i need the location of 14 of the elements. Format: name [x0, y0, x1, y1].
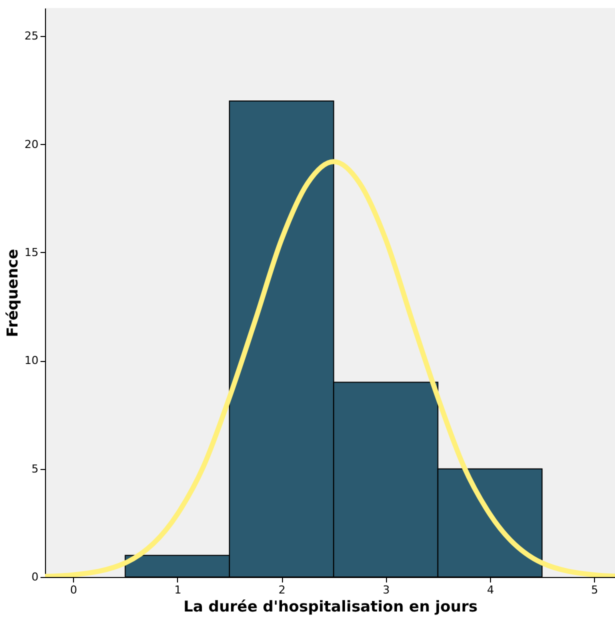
x-tick-label: 3 [382, 584, 390, 596]
y-tick-label: 15 [24, 246, 38, 259]
x-tick-label: 2 [278, 584, 286, 596]
y-tick-label: 0 [32, 570, 38, 584]
y-axis-title: Fréquence [4, 248, 22, 338]
x-tick-label: 1 [174, 584, 182, 596]
x-axis-title: La durée d'hospitalisation en jours [183, 598, 478, 616]
x-tick-label: 5 [591, 584, 598, 596]
y-tick-label: 5 [32, 462, 38, 476]
y-tick-label: 10 [24, 354, 38, 368]
y-tick-label: 25 [24, 30, 38, 43]
x-tick-label: 0 [70, 584, 78, 596]
x-tick-label: 4 [486, 584, 494, 596]
y-tick-label: 20 [24, 138, 38, 151]
